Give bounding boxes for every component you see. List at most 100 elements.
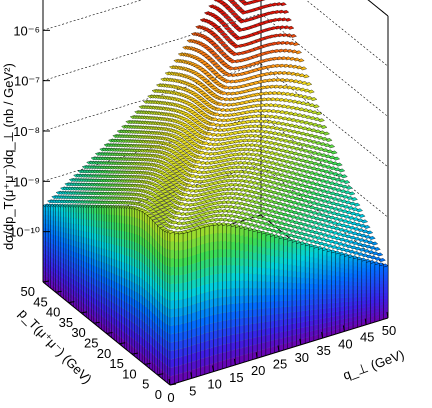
z-tick-label: 10⁻⁸ xyxy=(13,124,40,139)
gridline xyxy=(42,13,389,117)
lego-bar-side xyxy=(162,229,166,382)
lego-bar xyxy=(221,24,230,28)
lego-bar-side xyxy=(144,212,148,367)
lego-bar-side xyxy=(348,256,354,331)
lego-bar xyxy=(210,61,218,65)
lego-bar xyxy=(210,70,219,75)
z-tick-label: 10⁻⁹ xyxy=(13,174,40,189)
lego-bar-side xyxy=(248,229,253,362)
y-tick-label: 40 xyxy=(46,305,60,320)
lego-bar-side xyxy=(204,225,210,375)
lego-bar-side xyxy=(141,211,145,365)
lego-bar xyxy=(216,18,225,23)
lego-bar xyxy=(215,66,223,70)
lego-bar xyxy=(238,19,246,24)
lego-bar xyxy=(213,45,222,50)
lego-bar-side xyxy=(103,205,107,334)
lego-bar-side xyxy=(164,230,168,384)
lego-bar xyxy=(230,12,239,16)
lego-bar-side xyxy=(154,222,158,376)
lego-bar xyxy=(225,6,233,11)
lego-bar-side xyxy=(55,205,59,295)
x-tick-label: 20 xyxy=(251,363,265,378)
lego-bar-side xyxy=(335,252,341,335)
lego-bar-side xyxy=(196,228,201,378)
lego-bar xyxy=(256,30,264,34)
lego-bar-side xyxy=(88,205,92,322)
lego-bar-side xyxy=(126,206,130,353)
y-tick-label: 15 xyxy=(109,356,123,371)
lego-bar-side xyxy=(331,251,336,336)
lego-bar xyxy=(208,68,216,72)
lego-bar-side xyxy=(149,217,153,371)
lego-bar-side xyxy=(344,254,349,332)
lego-bar xyxy=(216,48,224,53)
lego-bar-side xyxy=(93,205,97,326)
lego-bar xyxy=(239,0,247,4)
lego-bar-side xyxy=(63,205,67,301)
lego-bar-side xyxy=(139,209,143,363)
lego-bar xyxy=(204,81,213,85)
lego-bar xyxy=(226,29,235,34)
lego-bar xyxy=(217,58,225,63)
lego-bar xyxy=(206,48,215,53)
lego-bar-side xyxy=(300,243,306,346)
lego-bar-side xyxy=(101,205,105,332)
lego-bar xyxy=(223,46,231,50)
lego-bar-side xyxy=(209,224,214,374)
lego-bar-side xyxy=(200,226,206,376)
lego-bar xyxy=(222,4,231,9)
lego-bar xyxy=(203,72,212,77)
lego-bar-side xyxy=(159,227,163,380)
lego-bar xyxy=(231,23,239,28)
lego-bar-side xyxy=(146,215,150,369)
lego-bar-side xyxy=(239,227,245,364)
lego-bar-side xyxy=(86,205,89,320)
lego-bar-side xyxy=(91,205,94,324)
lego-bar-side xyxy=(274,236,280,354)
lego-bar-side xyxy=(235,226,240,366)
x-tick-label: 15 xyxy=(229,370,243,385)
y-tick-label: 30 xyxy=(71,325,85,340)
lego-bar xyxy=(241,1,250,6)
lego-bar xyxy=(202,87,211,91)
lego-bar xyxy=(218,40,226,45)
lego-bar-side xyxy=(213,224,219,372)
lego-bars xyxy=(42,0,389,386)
lego-bar xyxy=(230,52,239,57)
lego-bar xyxy=(202,78,210,83)
x-tick-label: 30 xyxy=(295,350,309,365)
lego-bar xyxy=(222,35,231,39)
lego-bar-side xyxy=(361,259,367,327)
lego-bar xyxy=(236,28,244,32)
lego-bar-side xyxy=(383,265,389,320)
lego-bar-side xyxy=(318,247,323,340)
lego-bar-side xyxy=(152,220,155,373)
lego-bar xyxy=(214,56,223,60)
lego-bar xyxy=(221,12,229,17)
y-tick-label: 5 xyxy=(142,377,149,392)
lego-bar-side xyxy=(121,206,125,349)
z-axis-title: dσ/dp_T(μ⁺μ⁻)dq_⊥ (nb / GeV²) xyxy=(1,63,16,250)
lego-bar xyxy=(218,10,227,15)
x-tick-label: 40 xyxy=(338,336,352,351)
lego-bar xyxy=(227,9,236,14)
lego-bar xyxy=(229,32,237,36)
lego-bar xyxy=(208,40,217,45)
lego-bar-side xyxy=(124,206,127,351)
z-tick-label: 10⁻⁷ xyxy=(14,74,40,89)
lego-bar-side xyxy=(131,207,135,357)
lego-bar-side xyxy=(243,228,249,363)
lego-bar xyxy=(210,32,219,37)
y-tick-label: 20 xyxy=(97,346,111,361)
lego-bar-side xyxy=(70,205,74,308)
y-tick-label: 45 xyxy=(33,294,47,309)
lego-bar-side xyxy=(187,231,192,380)
x-tick-label: 45 xyxy=(360,330,374,345)
lego-bar-side xyxy=(182,232,188,382)
lego-bar xyxy=(212,24,220,29)
gridline xyxy=(42,0,389,67)
x-tick-label: 0 xyxy=(167,390,174,405)
